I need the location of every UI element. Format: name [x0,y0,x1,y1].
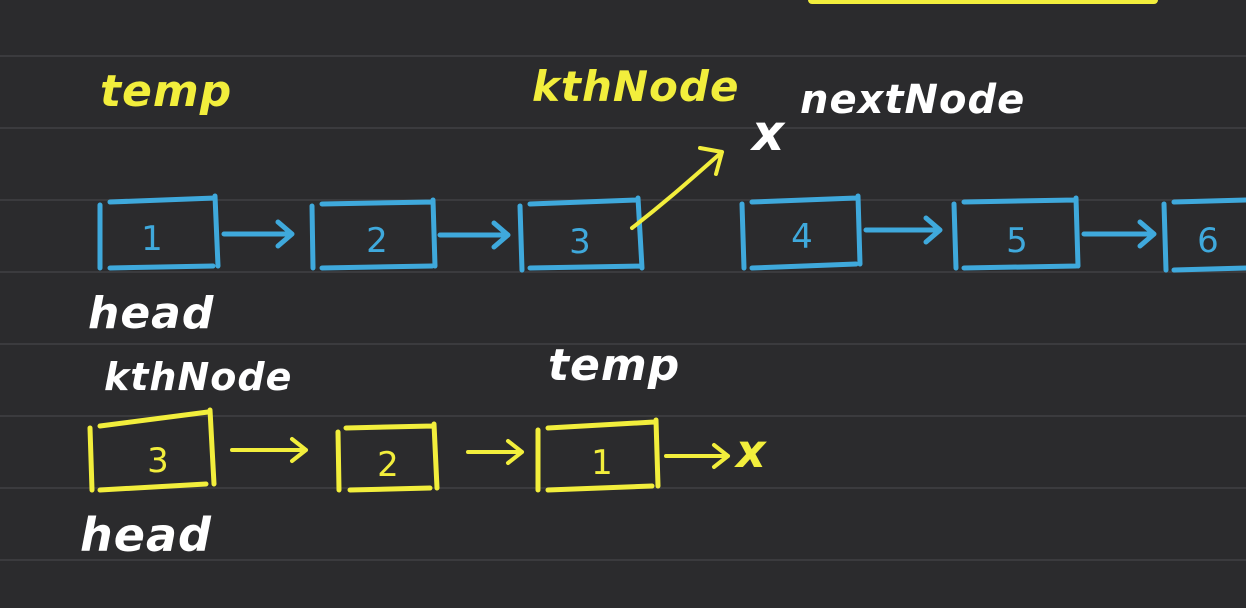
bottom-node-1-value: 1 [591,443,613,483]
bottom-arrow-1 [230,437,308,463]
top-arrow-1 [221,219,295,249]
bottom-kth-node-label: kthNode [104,355,293,399]
redirect-arrow [630,146,724,230]
top-node-4: 4 [739,193,863,271]
top-node-6-value: 6 [1197,221,1219,261]
top-next-node-label: nextNode [800,77,1026,123]
top-node-4-value: 4 [791,217,813,257]
top-arrow-4 [863,215,943,245]
bottom-temp-label: temp [548,340,681,391]
top-node-6: 6 [1161,197,1246,273]
bottom-arrow-3 [664,443,730,469]
bottom-head-label: head [80,508,212,562]
bottom-end-mark: x [736,424,767,478]
top-head-label: head [88,288,215,339]
top-arrow-5 [1081,219,1157,249]
top-node-3: 3 [517,195,645,273]
bottom-arrow-2 [466,439,524,465]
bottom-node-3: 3 [87,407,217,493]
top-arrow-2 [437,220,511,250]
top-kth-node-label: kthNode [532,62,740,111]
highlight-strip [808,0,1158,4]
top-node-5: 5 [951,195,1081,271]
bottom-list: 3 2 1 [87,407,730,493]
cut-mark: x [752,104,786,162]
top-list: 1 2 3 4 5 6 [97,193,1246,273]
bottom-node-2: 2 [335,421,440,493]
top-node-1-value: 1 [141,219,163,259]
top-node-1: 1 [97,193,221,271]
top-node-2: 2 [309,197,438,271]
bottom-node-3-value: 3 [147,441,169,481]
top-node-3-value: 3 [569,222,591,262]
bottom-node-1: 1 [535,417,661,493]
top-temp-label: temp [100,66,233,117]
top-node-2-value: 2 [366,221,388,261]
top-node-5-value: 5 [1006,221,1028,261]
bottom-node-2-value: 2 [377,445,399,485]
